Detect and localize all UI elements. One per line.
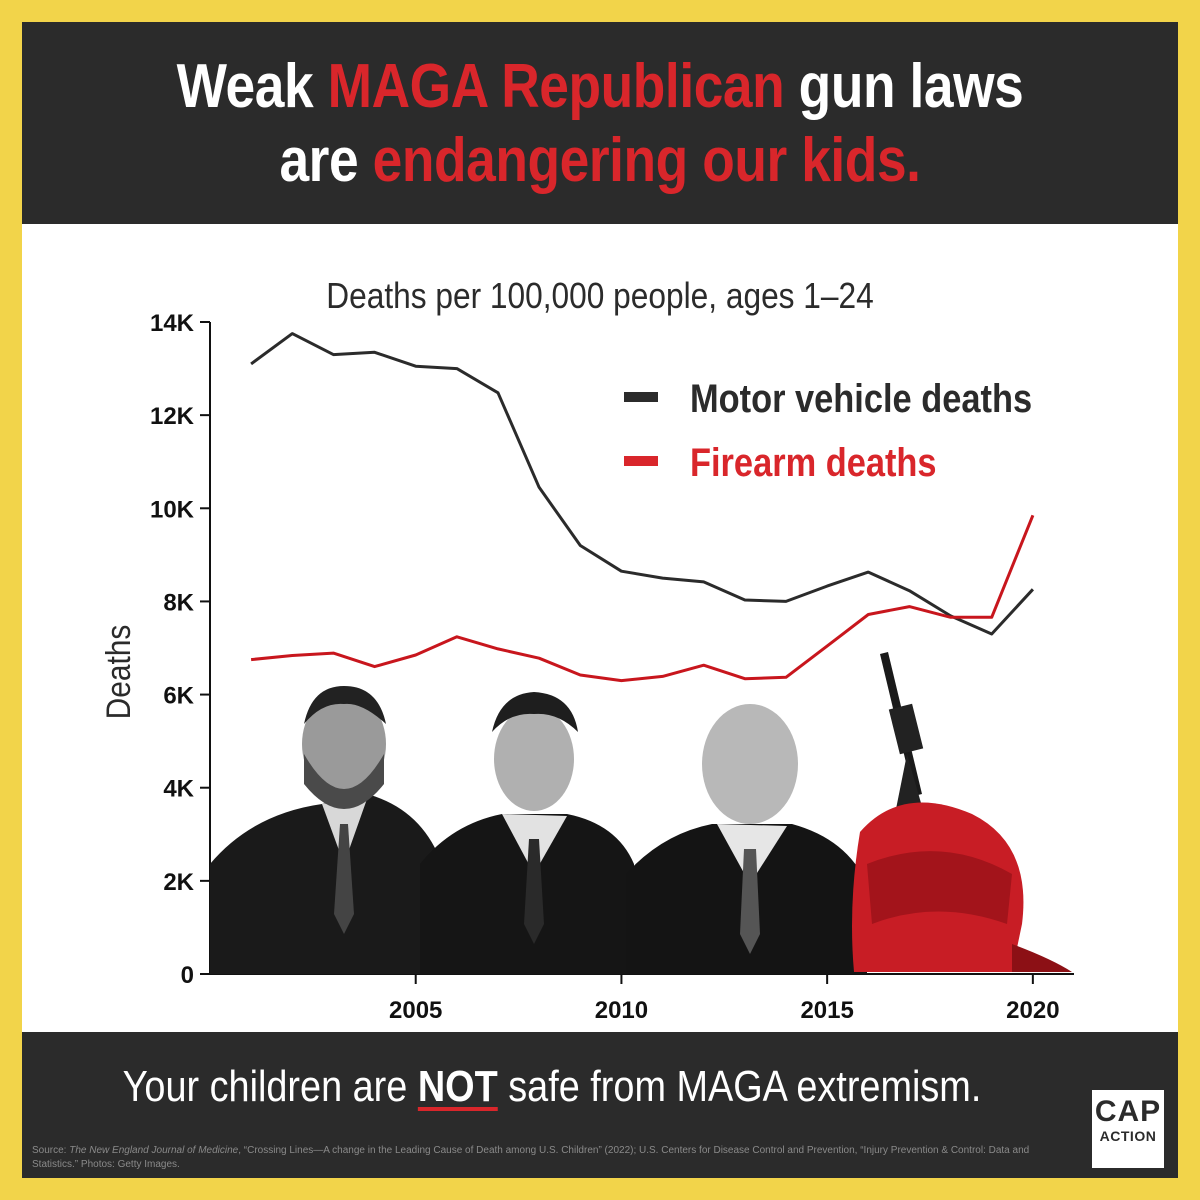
series-lines: [250, 332, 1035, 683]
x-tick-label: 2005: [389, 997, 442, 1024]
headline-text: gun laws: [784, 52, 1024, 121]
politician-photo-2: [420, 692, 634, 974]
rifle-in-backpack-photo: [852, 652, 1072, 972]
x-tick-label: 2015: [800, 997, 853, 1024]
y-ticks: 0 2K 4K 6K 8K 10K 12K 14K: [150, 310, 210, 989]
footer-band: Your children are NOT safe from MAGA ext…: [22, 1032, 1178, 1178]
tagline-text: safe from MAGA extremism.: [497, 1062, 982, 1111]
logo-action-text: ACTION: [1099, 1128, 1157, 1144]
y-tick-label: 14K: [150, 310, 195, 337]
legend-swatch-motor: [624, 392, 658, 402]
y-tick-label: 2K: [163, 869, 194, 896]
source-prefix: Source:: [32, 1145, 70, 1156]
source-citation: Source: The New England Journal of Medic…: [32, 1144, 1072, 1172]
headline-line-1: Weak MAGA Republican gun laws: [103, 52, 1097, 122]
source-journal: The New England Journal of Medicine: [69, 1145, 239, 1156]
series-line-motor-vehicle: [250, 332, 1035, 636]
y-tick-label: 4K: [163, 776, 194, 803]
y-tick-label: 12K: [150, 403, 195, 430]
infographic-frame: Weak MAGA Republican gun laws are endang…: [22, 22, 1178, 1178]
tagline: Your children are NOT safe from MAGA ext…: [96, 1062, 1008, 1112]
headline-highlight: endangering our kids.: [372, 126, 921, 195]
legend: Motor vehicle deaths Firearm deaths: [624, 376, 1032, 485]
y-axis-label: Deaths: [99, 625, 137, 720]
y-tick-label: 0: [181, 962, 194, 989]
politician-photo-1: [210, 686, 447, 974]
headline-line-2: are endangering our kids.: [103, 126, 1097, 196]
series-line-firearm: [250, 514, 1035, 683]
politician-photo-3: [626, 704, 867, 974]
x-ticks: 2005 2010 2015 2020: [389, 974, 1060, 1024]
tagline-emphasis: NOT: [417, 1062, 498, 1111]
y-tick-label: 6K: [163, 683, 194, 710]
legend-swatch-firearm: [624, 456, 658, 466]
legend-label-motor: Motor vehicle deaths: [690, 376, 1032, 421]
line-chart: Deaths per 100,000 people, ages 1–24 Dea…: [99, 276, 1074, 1024]
y-tick-label: 10K: [150, 496, 195, 523]
chart-title: Deaths per 100,000 people, ages 1–24: [326, 276, 874, 316]
logo-cap-text: CAP: [1094, 1095, 1162, 1128]
legend-label-firearm: Firearm deaths: [690, 440, 937, 485]
photo-strip: [210, 652, 1072, 974]
source-text: , “Crossing Lines—A change in the Leadin…: [32, 1145, 1030, 1170]
header-band: Weak MAGA Republican gun laws are endang…: [22, 22, 1178, 224]
chart-area: Deaths per 100,000 people, ages 1–24 Dea…: [22, 224, 1178, 1032]
headline-text: are: [279, 126, 373, 195]
headline-highlight: MAGA Republican: [327, 52, 785, 121]
x-tick-label: 2020: [1006, 997, 1059, 1024]
y-tick-label: 8K: [163, 589, 194, 616]
tagline-text: Your children are: [122, 1062, 418, 1111]
headline-text: Weak: [176, 52, 328, 121]
cap-action-logo: CAP ACTION: [1092, 1090, 1164, 1168]
x-tick-label: 2010: [595, 997, 648, 1024]
